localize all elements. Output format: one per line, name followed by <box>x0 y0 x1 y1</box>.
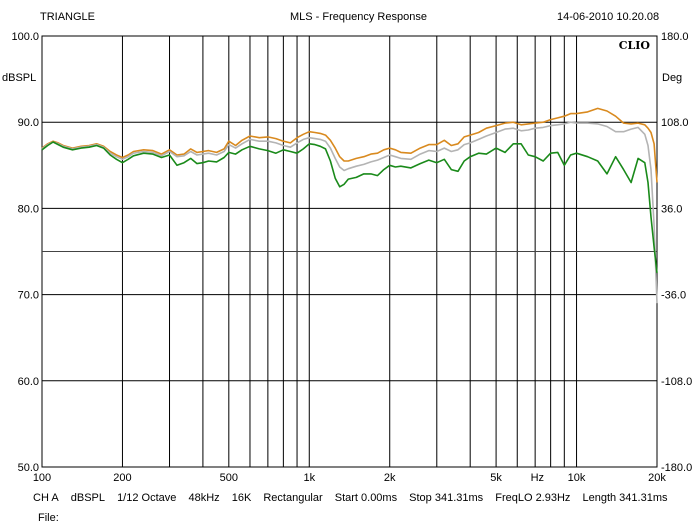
x-tick-label: 10k <box>568 472 586 484</box>
footer-unit: dBSPL <box>70 492 105 504</box>
y-axis-label-right: Deg <box>662 72 683 84</box>
curves <box>41 107 658 304</box>
grid <box>42 36 657 467</box>
response-curve-green <box>41 141 658 274</box>
header-timestamp: 14-06-2010 10.20.08 <box>557 11 660 23</box>
footer-length: Length 341.31ms <box>582 492 668 504</box>
y-tick-label-right: 36.0 <box>661 203 682 215</box>
x-tick-label: 200 <box>113 472 131 484</box>
footer-channel: CH A <box>33 492 59 504</box>
footer-fft: 16K <box>231 492 252 504</box>
y-tick-label-left: 50.0 <box>18 462 39 474</box>
x-tick-label: 5k <box>490 472 502 484</box>
clio-brand-logo: CLIO <box>619 39 651 52</box>
header-title-left: TRIANGLE <box>40 11 96 23</box>
y-tick-label-right: -36.0 <box>661 290 686 302</box>
y-tick-label-left: 90.0 <box>18 117 39 129</box>
y-tick-label-right: 108.0 <box>661 117 689 129</box>
footer-smoothing: 1/12 Octave <box>117 492 177 504</box>
footer-start: Start 0.00ms <box>334 492 398 504</box>
y-tick-label-right: 180.0 <box>661 31 689 43</box>
x-tick-label: 2k <box>384 472 396 484</box>
header-title-center: MLS - Frequency Response <box>290 11 427 23</box>
x-tick-label: 20k <box>648 472 666 484</box>
y-tick-label-left: 80.0 <box>18 203 39 215</box>
y-tick-label-left: 100.0 <box>11 31 39 43</box>
y-tick-label-right: -180.0 <box>661 462 692 474</box>
footer-stop: Stop 341.31ms <box>409 492 484 504</box>
y-axis-label-left: dBSPL <box>2 72 37 84</box>
footer-rate: 48kHz <box>188 492 220 504</box>
ticks: 100 200 500 1k 2k 5k 10k 20k Hz 100.0 90.0 80.0 70.0… <box>11 31 692 484</box>
y-tick-label-right: -108.0 <box>661 376 692 388</box>
response-curve-orange <box>41 107 658 183</box>
file-label: File: <box>38 512 59 524</box>
x-tick-label: 100 <box>33 472 51 484</box>
y-tick-label-left: 70.0 <box>18 290 39 302</box>
y-tick-label-left: 60.0 <box>18 376 39 388</box>
x-tick-label: 1k <box>303 472 315 484</box>
footer-window: Rectangular <box>263 492 323 504</box>
response-curve-silver <box>41 121 658 304</box>
measurement-settings-bar: CH A dBSPL 1/12 Octave 48kHz 16K Rectang… <box>33 492 677 504</box>
footer-freqlo: FreqLO 2.93Hz <box>495 492 571 504</box>
x-tick-label: 500 <box>220 472 238 484</box>
x-axis-label: Hz <box>531 472 544 484</box>
